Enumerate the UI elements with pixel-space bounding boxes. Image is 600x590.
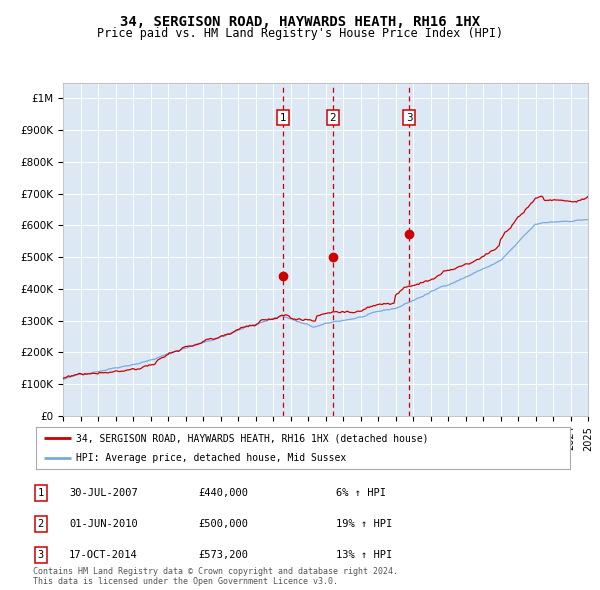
Text: Price paid vs. HM Land Registry's House Price Index (HPI): Price paid vs. HM Land Registry's House …: [97, 27, 503, 40]
Text: £440,000: £440,000: [198, 488, 248, 497]
Text: 13% ↑ HPI: 13% ↑ HPI: [336, 550, 392, 559]
Text: 17-OCT-2014: 17-OCT-2014: [69, 550, 138, 559]
Text: HPI: Average price, detached house, Mid Sussex: HPI: Average price, detached house, Mid …: [76, 454, 346, 463]
Text: 01-JUN-2010: 01-JUN-2010: [69, 519, 138, 529]
Text: 19% ↑ HPI: 19% ↑ HPI: [336, 519, 392, 529]
Text: 6% ↑ HPI: 6% ↑ HPI: [336, 488, 386, 497]
Text: 30-JUL-2007: 30-JUL-2007: [69, 488, 138, 497]
Text: £573,200: £573,200: [198, 550, 248, 559]
Text: 1: 1: [280, 113, 286, 123]
Text: 3: 3: [38, 550, 44, 559]
Text: Contains HM Land Registry data © Crown copyright and database right 2024.: Contains HM Land Registry data © Crown c…: [33, 567, 398, 576]
Text: 2: 2: [329, 113, 336, 123]
Text: This data is licensed under the Open Government Licence v3.0.: This data is licensed under the Open Gov…: [33, 578, 338, 586]
Text: £500,000: £500,000: [198, 519, 248, 529]
Text: 1: 1: [38, 488, 44, 497]
Text: 34, SERGISON ROAD, HAYWARDS HEATH, RH16 1HX (detached house): 34, SERGISON ROAD, HAYWARDS HEATH, RH16 …: [76, 433, 428, 443]
Text: 3: 3: [406, 113, 413, 123]
Text: 2: 2: [38, 519, 44, 529]
Text: 34, SERGISON ROAD, HAYWARDS HEATH, RH16 1HX: 34, SERGISON ROAD, HAYWARDS HEATH, RH16 …: [120, 15, 480, 30]
